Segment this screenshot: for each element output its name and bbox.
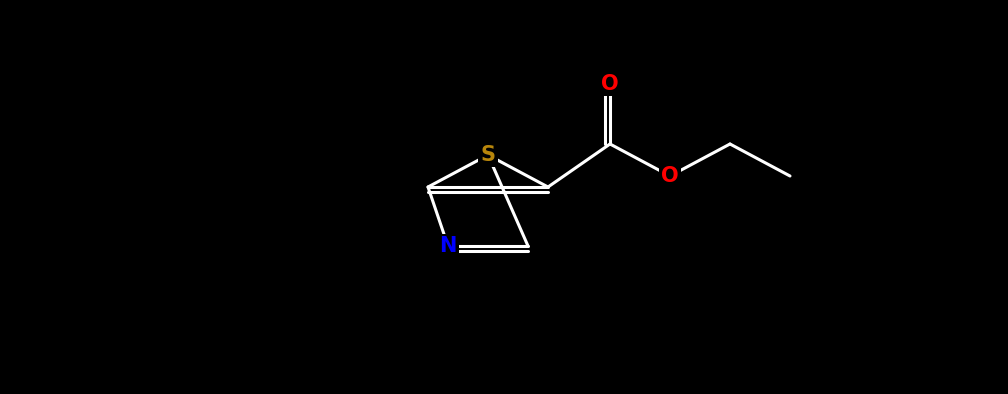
Text: O: O	[661, 166, 678, 186]
Text: O: O	[601, 74, 619, 94]
Text: S: S	[481, 145, 496, 165]
Text: N: N	[439, 236, 457, 256]
